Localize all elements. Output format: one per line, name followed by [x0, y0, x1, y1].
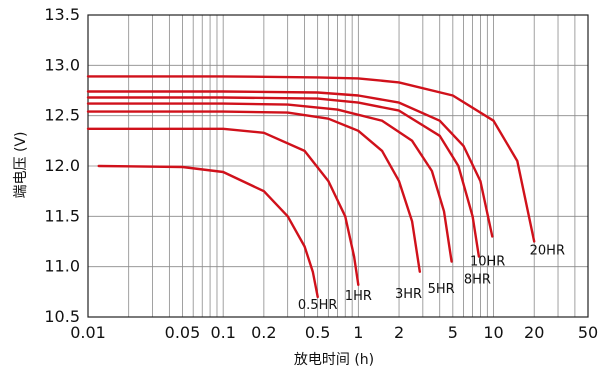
series-line-5hr — [86, 102, 453, 263]
series-line-10hr — [86, 90, 494, 238]
curve-label: 5HR — [428, 282, 455, 297]
y-tick-label: 13.0 — [44, 55, 80, 74]
series-group — [86, 75, 536, 299]
x-tick-label: 0.2 — [251, 323, 276, 342]
curve-labels: 0.5HR 1HR 3HR 5HR 8HR 10HR 20HR — [298, 244, 565, 313]
y-tick-label: 12.5 — [44, 106, 80, 125]
curve-label: 10HR — [470, 255, 505, 270]
y-tick-label: 11.5 — [44, 206, 80, 225]
y-tick-label: 12.0 — [44, 156, 80, 175]
y-axis-title: 端电压 (V) — [13, 132, 29, 199]
x-tick-label: 0.5 — [305, 323, 330, 342]
plot-border — [87, 14, 589, 318]
series-line-20hr — [86, 75, 536, 243]
curve-label: 0.5HR — [298, 298, 337, 313]
curve-label: 1HR — [345, 289, 372, 304]
y-tick-label: 10.5 — [44, 307, 80, 326]
curve-label: 3HR — [395, 287, 422, 302]
x-axis-title: 放电时间 (h) — [294, 352, 374, 368]
series-line-8hr — [86, 96, 481, 258]
curve-label: 8HR — [464, 273, 491, 288]
y-tick-label: 13.5 — [44, 5, 80, 24]
x-tick-label: 50 — [578, 323, 598, 342]
x-tick-label: 20 — [524, 323, 544, 342]
y-tick-label: 11.0 — [44, 257, 80, 276]
x-tick-label: 0.01 — [70, 323, 106, 342]
x-tick-label: 0.05 — [165, 323, 201, 342]
series-line-3hr — [86, 110, 421, 273]
series-line-0-5hr — [97, 164, 319, 299]
curve-label: 20HR — [530, 244, 565, 259]
x-tick-label: 5 — [448, 323, 458, 342]
x-tick-label: 1 — [353, 323, 363, 342]
x-tick-label: 0.1 — [210, 323, 235, 342]
x-tick-label: 10 — [483, 323, 503, 342]
tick-labels: 10.511.011.512.012.513.013.50.01 0.05 0.1 0… — [44, 5, 598, 342]
series-line-1hr — [86, 127, 360, 286]
x-tick-label: 2 — [394, 323, 404, 342]
plot-frame — [87, 14, 589, 318]
